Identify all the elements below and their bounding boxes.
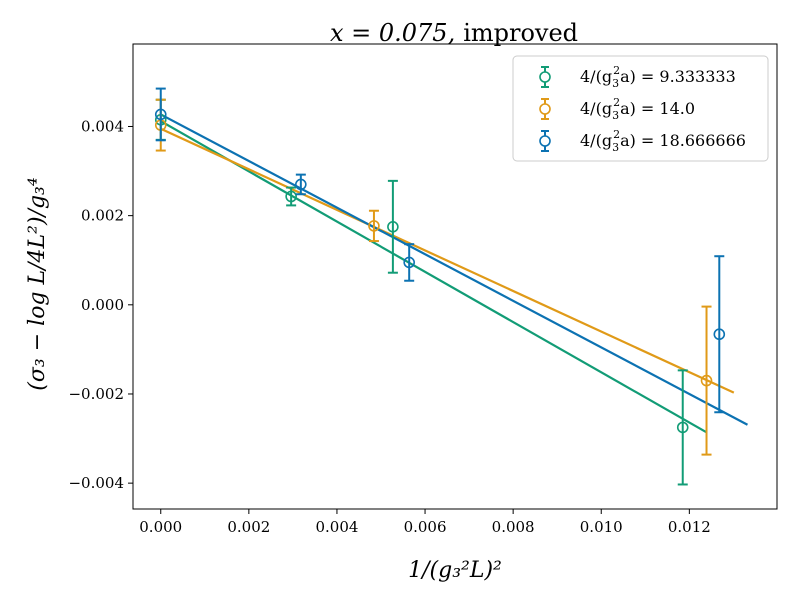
legend-label-prefix: 4/(g (580, 99, 612, 118)
ticks-layer: 0.000 0.002 0.004 0.006 0.008 0.010 0.012 −0.00… (68, 117, 710, 536)
legend-label-subscript: 3 (612, 77, 619, 90)
data-point-series-1 (676, 369, 689, 486)
chart-title-math: x = 0.075, (330, 19, 455, 47)
point-marker (403, 256, 415, 269)
data-points-layer (154, 87, 726, 486)
chart-title: x = 0.075, improved (330, 19, 578, 47)
y-tick-label: 0.004 (81, 117, 124, 135)
legend-label-prefix: 4/(g (580, 67, 612, 86)
legend-label-subscript: 3 (612, 109, 619, 122)
fit-lines-layer (160, 113, 749, 434)
y-tick-label: 0.000 (81, 296, 124, 314)
data-point-series-3 (154, 87, 167, 142)
x-tick-label: 0.004 (315, 518, 358, 536)
x-tick-label: 0.008 (492, 518, 535, 536)
data-point-series-3 (295, 173, 307, 196)
legend-label-superscript: 2 (613, 128, 620, 141)
data-point-series-3 (403, 243, 415, 282)
point-marker (676, 421, 689, 434)
data-point-series-2 (368, 209, 380, 243)
legend-entry-series-2: 4/(g32a) = 14.0 (539, 96, 695, 122)
point-marker (285, 190, 297, 203)
x-tick-label: 0.000 (139, 518, 182, 536)
legend-label-suffix: a) = 9.333333 (620, 67, 736, 86)
x-tick-label: 0.002 (227, 518, 270, 536)
data-point-series-1 (387, 179, 399, 274)
x-axis-label: 1/(g₃²L)² (408, 558, 502, 583)
legend-label: 4/(g32a) = 14.0 (580, 96, 695, 122)
point-marker (295, 178, 307, 191)
data-point-series-2 (700, 305, 713, 456)
y-tick-label: −0.004 (68, 474, 124, 492)
legend-label: 4/(g32a) = 9.333333 (580, 64, 736, 90)
legend-label-superscript: 2 (613, 64, 620, 77)
legend-label-suffix: a) = 18.666666 (620, 131, 746, 150)
legend-label-subscript: 3 (612, 141, 619, 154)
x-tick-label: 0.010 (580, 518, 623, 536)
chart-title-word: improved (463, 19, 578, 47)
legend-entry-series-3: 4/(g32a) = 18.666666 (539, 128, 746, 154)
data-point-series-3 (713, 255, 726, 414)
y-tick-label: 0.002 (81, 207, 124, 225)
x-tick-label: 0.012 (668, 518, 711, 536)
plot-area-frame (132, 43, 778, 510)
point-marker (368, 220, 380, 232)
legend-marker (539, 103, 551, 115)
legend-label-suffix: a) = 14.0 (620, 99, 695, 118)
fit-line-series-1 (160, 120, 708, 434)
y-axis-label: (σ₃ − log L/4L²)/g₃⁴ (25, 177, 50, 390)
legend-label-prefix: 4/(g (580, 131, 612, 150)
legend-label: 4/(g32a) = 18.666666 (580, 128, 746, 154)
legend-marker (539, 71, 551, 83)
data-point-series-1 (285, 186, 297, 207)
point-marker (387, 220, 399, 233)
x-tick-label: 0.006 (404, 518, 447, 536)
fit-line-series-2 (160, 127, 735, 394)
point-marker (154, 108, 167, 121)
point-marker (700, 374, 713, 387)
y-tick-label: −0.002 (68, 385, 124, 403)
fit-line-series-3 (160, 113, 749, 426)
point-marker (713, 328, 726, 341)
legend-marker (539, 135, 551, 147)
legend-box (512, 55, 769, 162)
legend-label-superscript: 2 (613, 96, 620, 109)
legend-entry-series-1: 4/(g32a) = 9.333333 (539, 64, 736, 90)
